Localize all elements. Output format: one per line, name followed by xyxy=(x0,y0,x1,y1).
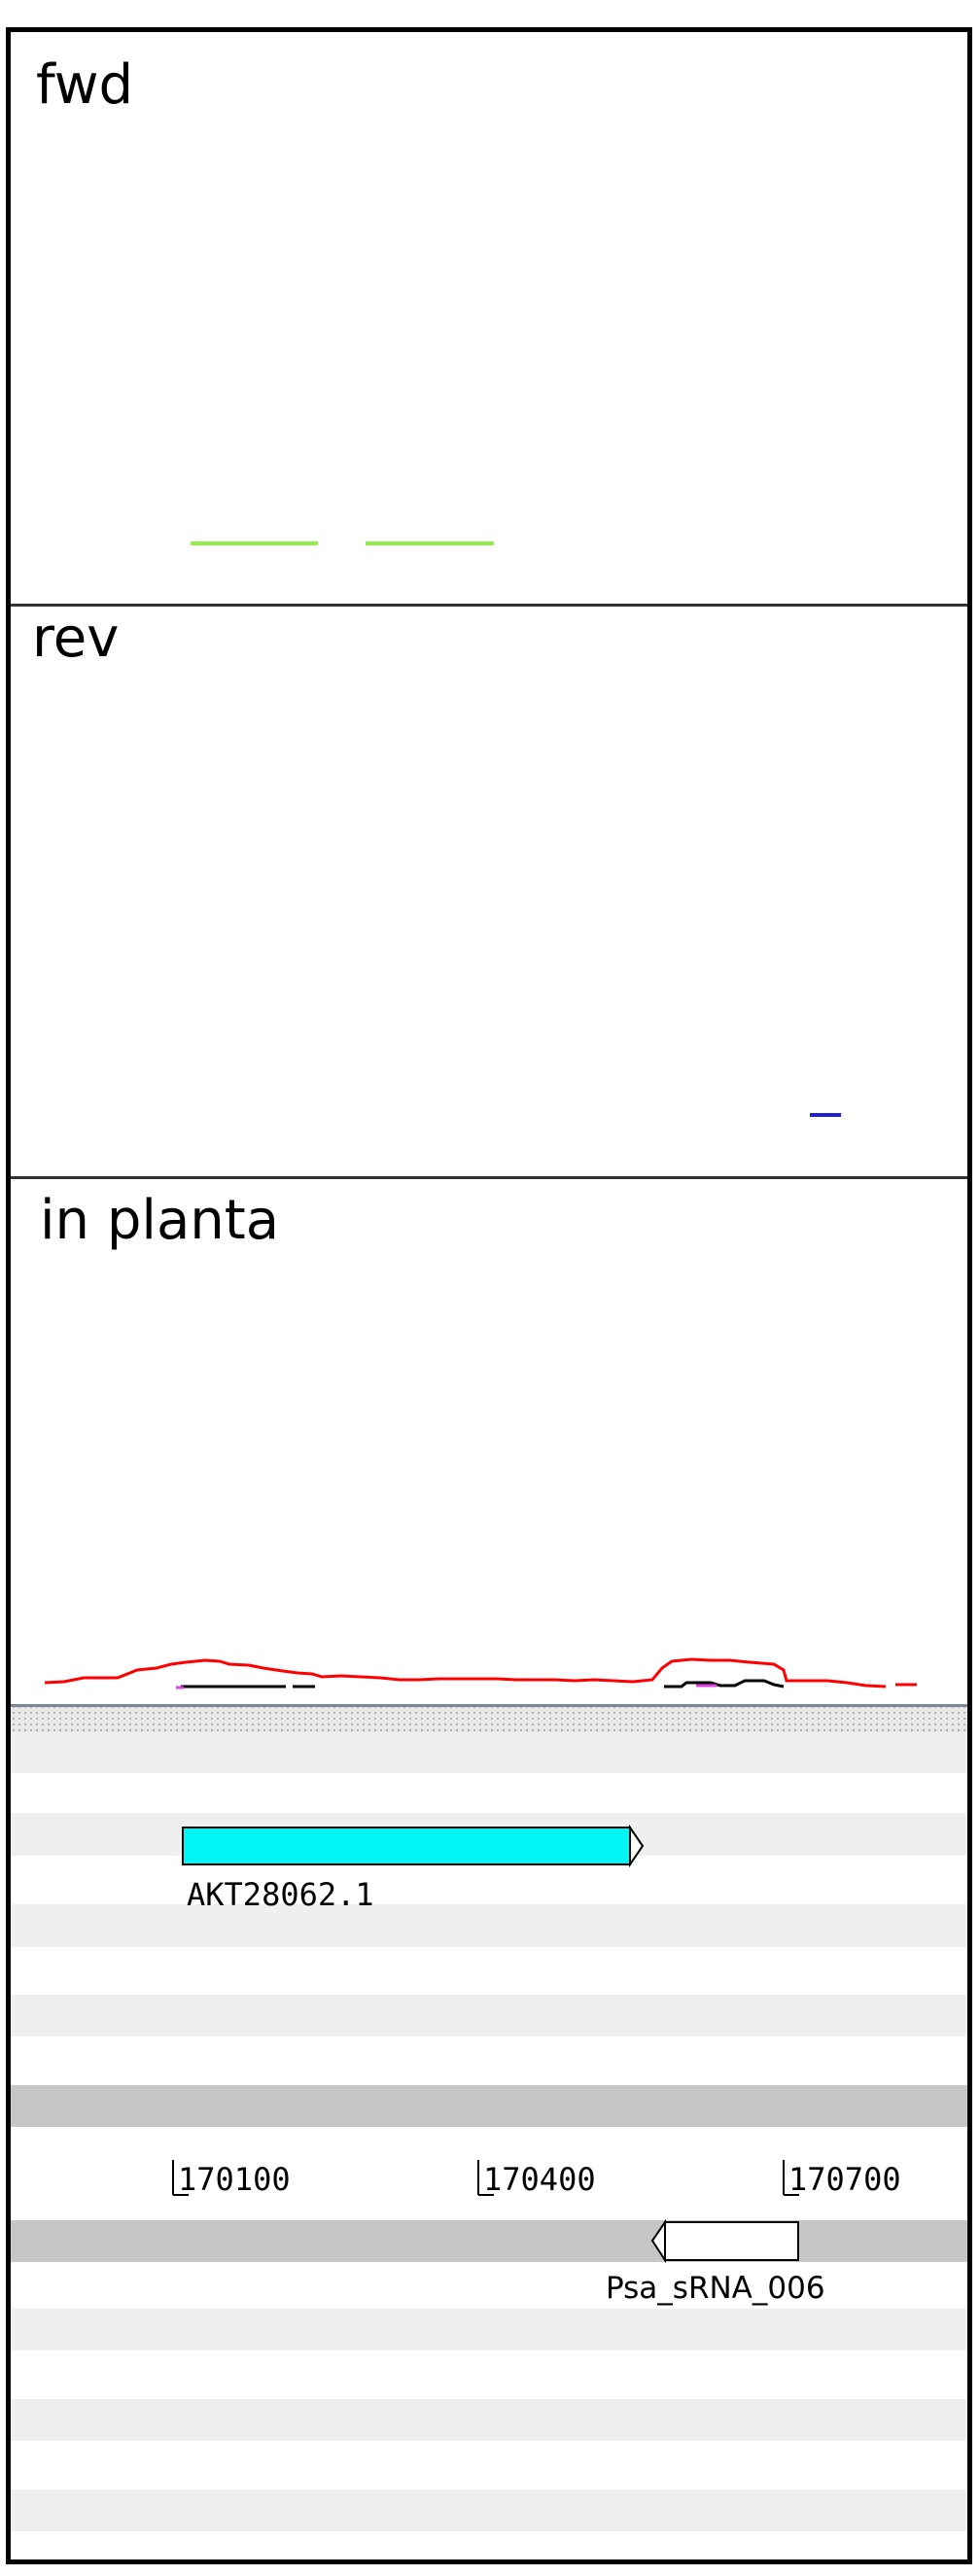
lane-stripe xyxy=(11,2531,967,2559)
gene-strand-arrow xyxy=(629,1824,645,1868)
rev-track: rev xyxy=(11,607,967,1176)
rev-track-title: rev xyxy=(32,607,120,670)
axis-tick-label: 170700 xyxy=(788,2161,901,2198)
ruler-hatched-band xyxy=(11,1707,967,1732)
lane-stripe xyxy=(11,1947,967,1995)
lane-stripe xyxy=(11,2262,967,2309)
fwd-signal-plot xyxy=(191,541,494,545)
lane-stripe xyxy=(11,1995,967,2036)
annotation-area: AKT28062.1 170100 170400 170700 xyxy=(11,1704,967,2559)
lane-stripe xyxy=(11,2441,967,2489)
lane-stripe xyxy=(11,1732,967,1773)
srna-strand-arrow xyxy=(650,2218,666,2264)
axis-tick-170400: 170400 xyxy=(477,2160,596,2198)
axis-tick-170700: 170700 xyxy=(783,2160,901,2198)
axis-tick-label: 170100 xyxy=(178,2161,291,2198)
in-planta-track-title: in planta xyxy=(40,1189,280,1252)
track-divider xyxy=(11,604,967,607)
annotation-plot: AKT28062.1 170100 170400 170700 xyxy=(11,1704,967,2559)
lane-stripe xyxy=(11,2309,967,2350)
lane-stripe xyxy=(11,2085,967,2127)
lane-stripe xyxy=(11,2399,967,2441)
srna-feature-psa-srna-006[interactable] xyxy=(650,2218,799,2264)
track-divider xyxy=(11,1176,967,1179)
fwd-track: fwd xyxy=(11,32,967,604)
srna-feature-body xyxy=(664,2221,799,2261)
lane-stripe xyxy=(11,1773,967,1813)
in-planta-secondary-line xyxy=(664,1679,785,1688)
in-planta-track: in planta xyxy=(11,1179,967,1704)
lane-stripe xyxy=(11,2350,967,2399)
lane-stripe xyxy=(11,2036,967,2085)
lane-stripe xyxy=(11,2127,967,2220)
in-planta-signal-plot xyxy=(44,1657,917,1689)
lane-stripe xyxy=(11,1904,967,1947)
gene-feature-label: AKT28062.1 xyxy=(187,1876,374,1913)
rev-signal-plot xyxy=(810,1113,841,1117)
axis-tick-label: 170400 xyxy=(483,2161,596,2198)
gene-feature-body xyxy=(182,1827,631,1865)
lane-stripe xyxy=(11,2489,967,2531)
in-planta-coverage-line xyxy=(44,1657,887,1688)
lane-stripe xyxy=(11,2220,967,2262)
genome-browser-frame: fwd rev in planta xyxy=(6,27,972,2564)
srna-feature-label: Psa_sRNA_006 xyxy=(606,2271,825,2306)
fwd-track-title: fwd xyxy=(36,53,134,117)
ruler-top-border xyxy=(11,1704,967,1707)
axis-tick-170100: 170100 xyxy=(172,2160,291,2198)
gene-feature-akt28062[interactable] xyxy=(182,1824,645,1868)
